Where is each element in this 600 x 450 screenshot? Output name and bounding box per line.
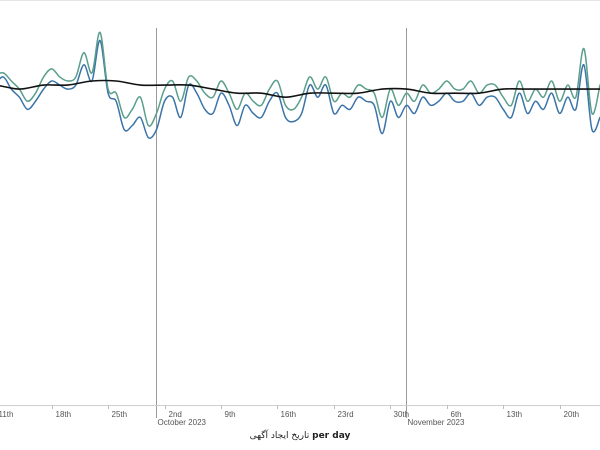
x-tick-label: 2nd [169,410,182,419]
x-tick-label: 6th [451,410,462,419]
x-tick-label: 20th [564,410,580,419]
series-line-3 [0,79,600,98]
x-tick-label: 30th [394,410,410,419]
x-tick-label: 9th [225,410,236,419]
series-line-1 [0,39,600,139]
x-axis-title-field: تاریخ ایجاد آگهی [249,431,310,441]
x-tick-label: 13th [507,410,523,419]
x-tick-label: 25th [112,410,128,419]
x-tick-label: 16th [281,410,297,419]
x-tick-label: 23rd [338,410,354,419]
x-axis-ticks: 11th 18th 25th 2nd 9th 16th 23rd 30th 6th 13th 20t… [0,405,579,419]
month-label-1: October 2023 [158,418,207,427]
series-lines [0,31,600,139]
x-axis-month-labels: October 2023 November 2023 [158,418,465,427]
month-label-2: November 2023 [408,418,465,427]
top-border [0,0,600,1]
x-tick-label: 18th [56,410,72,419]
series-line-2 [0,31,600,127]
x-axis-title-prefix: per day [312,431,351,441]
x-axis-title: تاریخ ایجاد آگهی per day [0,431,600,441]
x-tick-label: 11th [0,410,13,419]
